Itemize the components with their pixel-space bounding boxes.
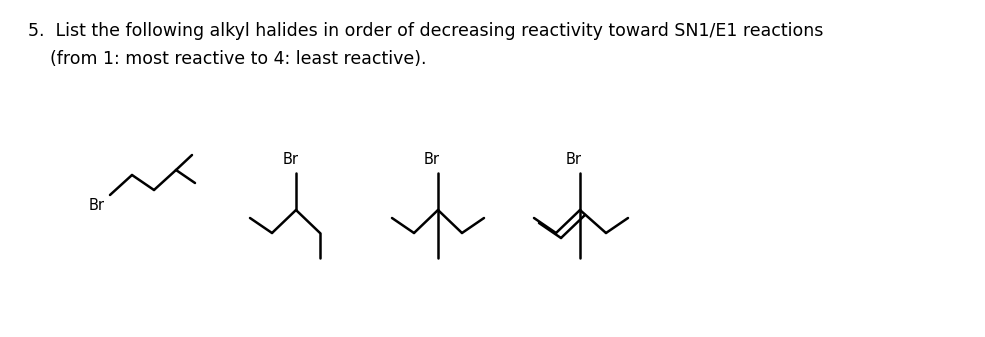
Text: (from 1: most reactive to 4: least reactive).: (from 1: most reactive to 4: least react… [28, 50, 427, 68]
Text: Br: Br [424, 153, 440, 167]
Text: Br: Br [283, 153, 299, 167]
Text: 5.  List the following alkyl halides in order of decreasing reactivity toward SN: 5. List the following alkyl halides in o… [28, 22, 823, 40]
Text: Br: Br [566, 153, 582, 167]
Text: Br: Br [89, 197, 105, 213]
